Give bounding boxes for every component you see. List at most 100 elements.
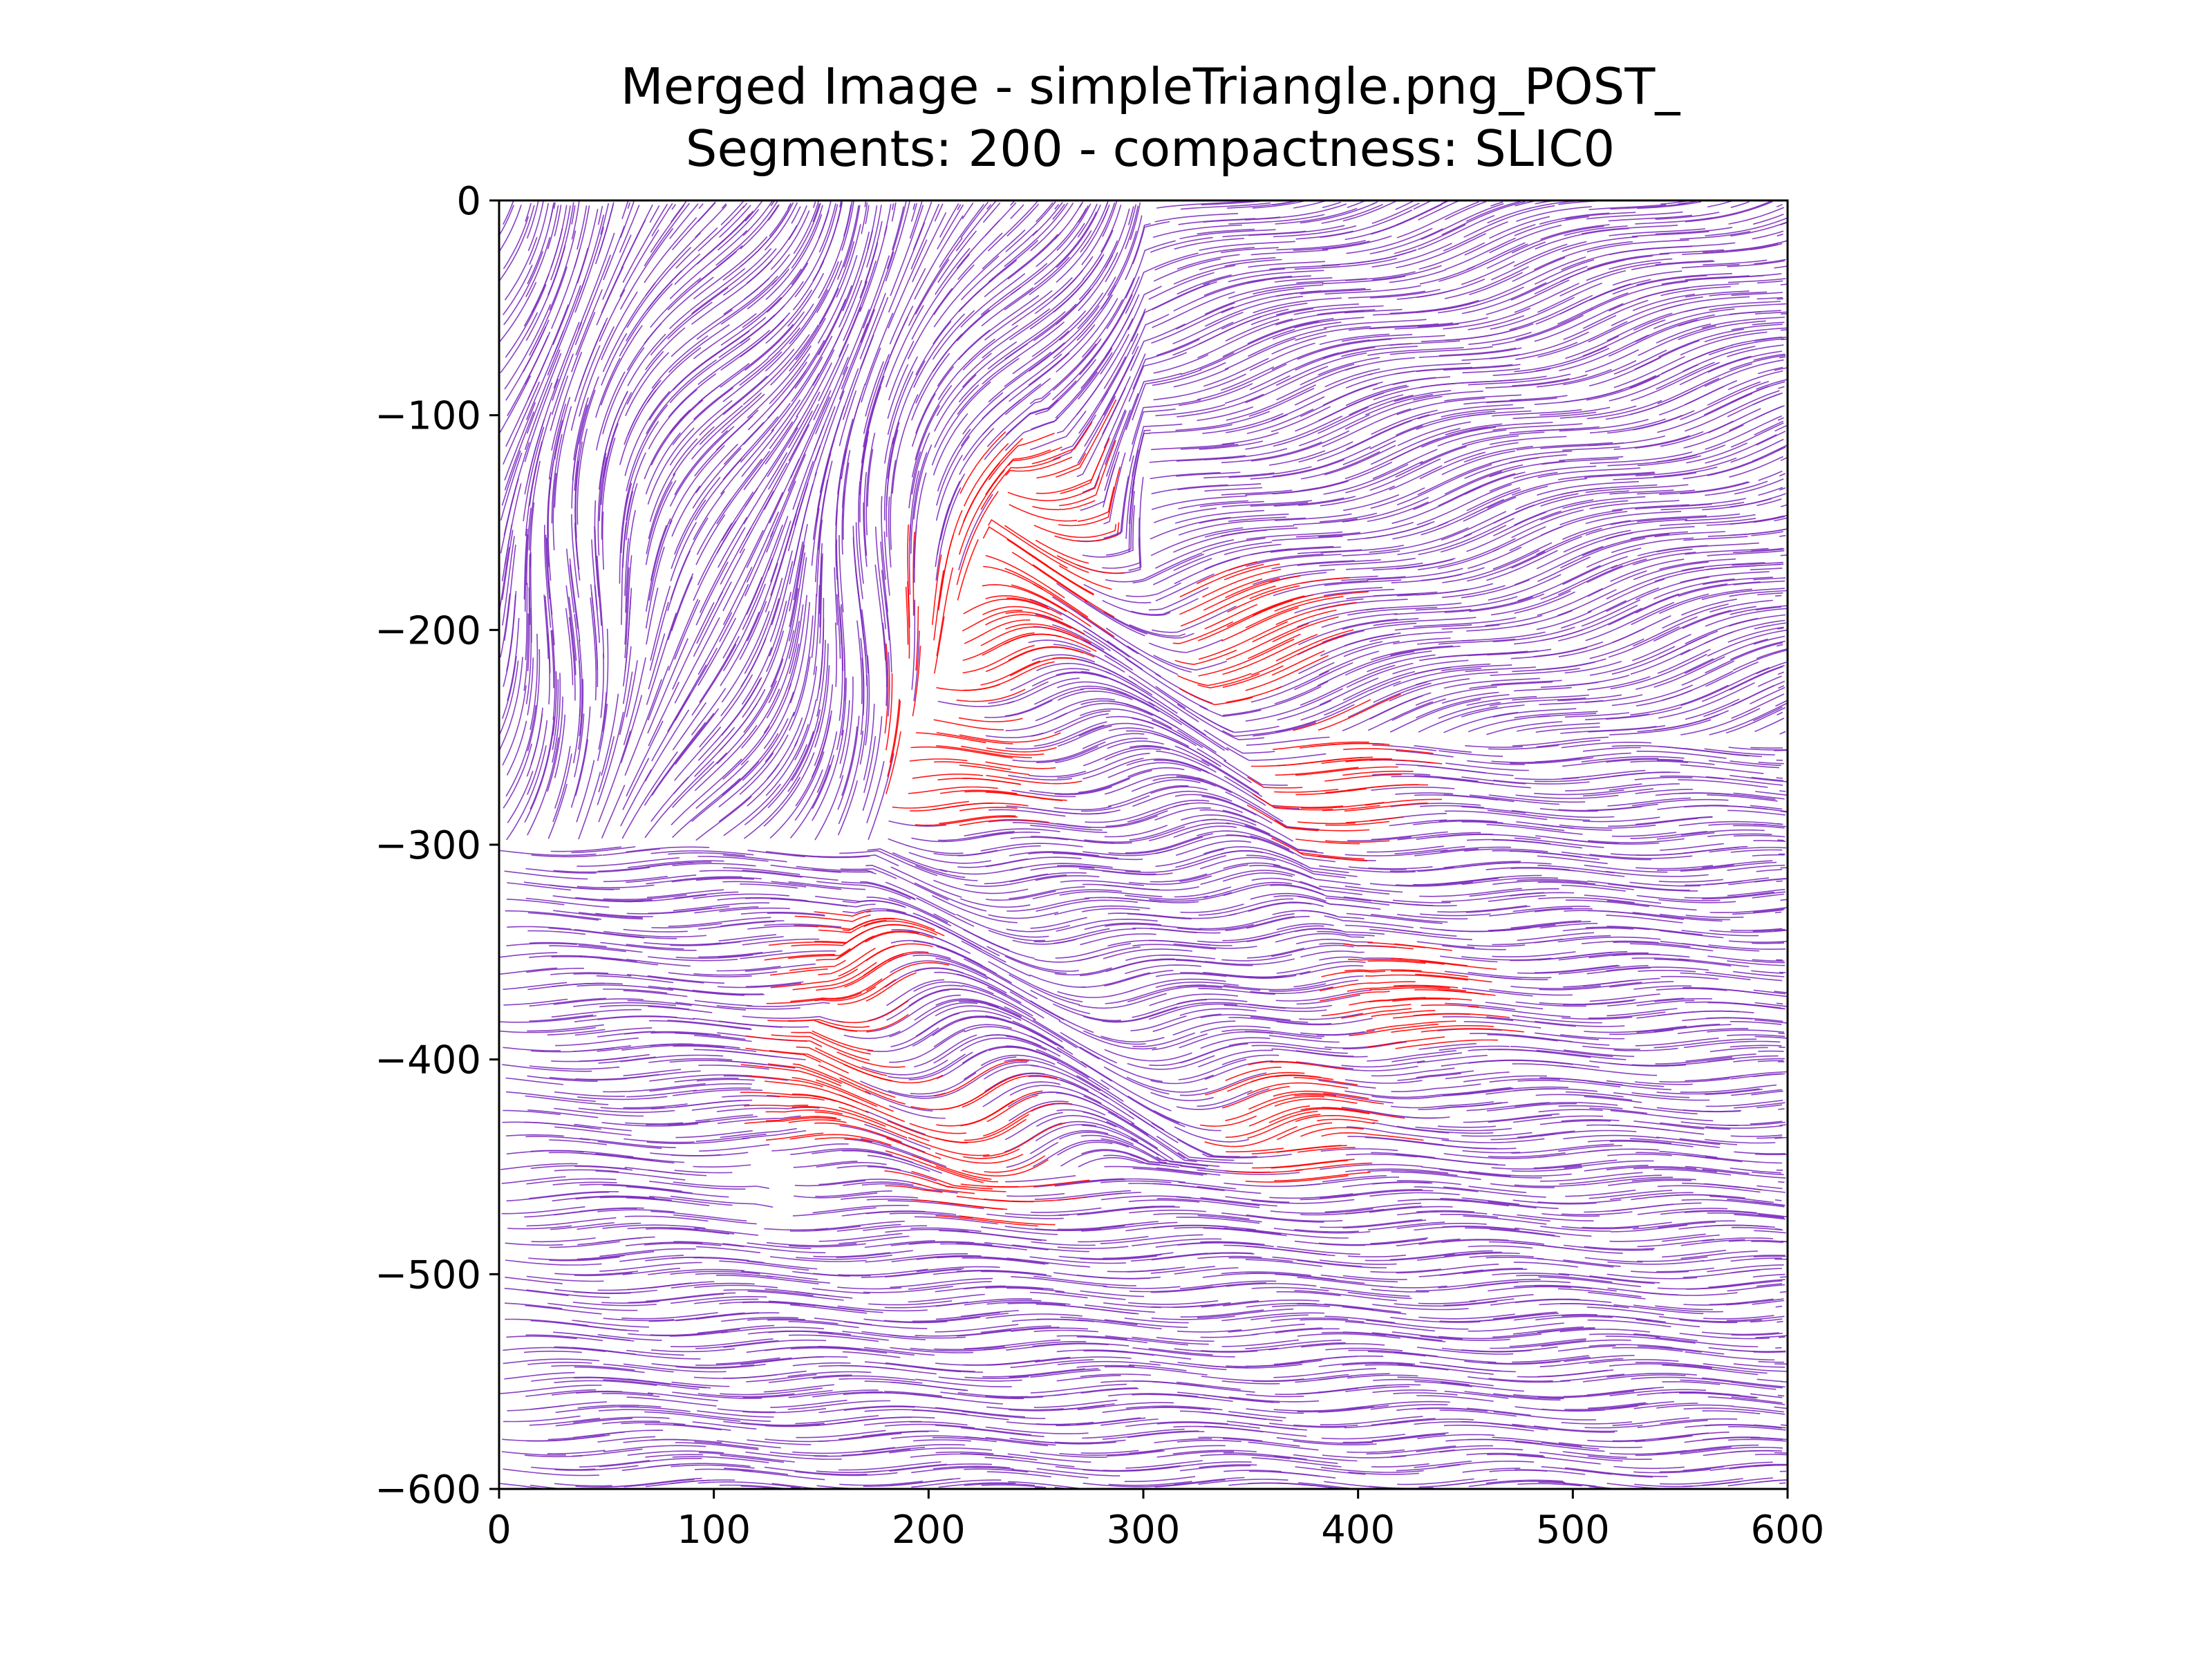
streamline-purple-3846 [958, 259, 1018, 312]
streamline-purple-3683 [932, 310, 975, 360]
streamline-purple-2427 [1561, 742, 1652, 749]
streamline-red-223 [985, 761, 1056, 769]
streamline-purple-3193 [549, 420, 563, 490]
streamline-purple-753 [1756, 1283, 1783, 1287]
streamline-purple-3856 [1204, 288, 1304, 315]
streamline-purple-3805 [1275, 310, 1365, 326]
streamline-purple-3087 [1630, 531, 1689, 540]
streamline-red-82 [1273, 1090, 1369, 1099]
streamline-purple-2963 [913, 472, 927, 568]
streamline-purple-2590 [550, 630, 554, 688]
streamline-purple-3124 [1367, 501, 1429, 523]
streamline-purple-3912 [1253, 284, 1324, 294]
streamline-purple-2405 [814, 665, 830, 748]
streamline-purple-498 [818, 1346, 915, 1356]
streamline-purple-3761 [1515, 308, 1594, 341]
streamline-purple-3538 [1322, 381, 1383, 406]
streamline-purple-252 [1390, 1418, 1474, 1425]
streamline-purple-2263 [574, 739, 589, 796]
streamline-purple-3760 [1492, 315, 1584, 346]
streamline-purple-2448 [763, 644, 800, 733]
streamline-purple-3650 [1443, 364, 1521, 371]
streamline-red-25 [963, 1148, 1020, 1159]
streamline-purple-895 [1277, 1246, 1360, 1255]
streamline-purple-379 [554, 1380, 657, 1386]
streamline-purple-1586 [675, 1002, 747, 1011]
streamline-purple-2639 [591, 592, 598, 671]
streamline-purple-116 [698, 1452, 795, 1463]
streamline-purple-1648 [1223, 983, 1327, 991]
streamline-purple-1195 [646, 1137, 750, 1145]
streamline-purple-2898 [1775, 594, 1782, 597]
streamline-purple-2825 [852, 536, 862, 615]
streamline-purple-3742 [1059, 292, 1104, 341]
streamline-purple-7 [671, 1479, 735, 1485]
streamline-purple-3549 [1586, 375, 1660, 401]
streamline-purple-2014 [577, 857, 680, 868]
streamline-red-236 [1320, 742, 1385, 747]
streamline-purple-2366 [1055, 738, 1148, 764]
streamline-purple-3840 [816, 260, 843, 313]
streamline-purple-2060 [1680, 861, 1777, 872]
y-tick-label: −500 [375, 1253, 481, 1297]
streamline-purple-1150 [578, 1152, 675, 1164]
streamline-purple-2365 [1036, 746, 1098, 763]
streamline-purple-1112 [674, 1170, 733, 1174]
streamline-purple-2582 [1661, 671, 1734, 702]
streamline-purple-609 [883, 1316, 981, 1323]
streamline-purple-4006 [910, 203, 940, 270]
streamline-purple-2380 [1510, 757, 1594, 765]
streamline-purple-2215 [1777, 823, 1783, 825]
streamline-red-314 [956, 491, 999, 585]
streamline-purple-3505 [527, 304, 569, 400]
streamline-purple-2790 [1321, 613, 1398, 628]
streamline-purple-2418 [1246, 736, 1330, 746]
streamline-red-321 [1004, 568, 1089, 618]
streamline-purple-3554 [1707, 381, 1761, 406]
streamline-purple-1899 [1709, 907, 1788, 913]
streamline-red-133 [1421, 1004, 1479, 1008]
streamline-purple-3457 [668, 373, 717, 418]
streamline-purple-855 [1607, 1260, 1704, 1265]
streamline-purple-1517 [1268, 1035, 1340, 1043]
streamline-red-21 [1295, 1162, 1373, 1171]
streamline-purple-89 [1348, 1471, 1419, 1475]
streamline-purple-2689 [739, 601, 767, 660]
streamline-purple-3963 [1173, 265, 1236, 285]
streamline-purple-2189 [1056, 815, 1158, 828]
streamline-purple-1576 [1705, 1017, 1783, 1022]
streamline-purple-885 [1031, 1241, 1096, 1246]
streamline-purple-307 [1416, 1407, 1488, 1412]
streamline-purple-2129 [769, 751, 825, 839]
streamline-purple-910 [1637, 1239, 1714, 1248]
streamline-purple-2740 [1053, 644, 1125, 673]
streamline-purple-1655 [1539, 982, 1642, 991]
streamline-purple-1081 [1178, 1181, 1236, 1190]
streamline-purple-3766 [1635, 314, 1715, 343]
streamline-purple-1627 [603, 988, 668, 994]
streamline-red-127 [837, 979, 897, 1005]
streamline-purple-3036 [1582, 533, 1670, 556]
streamline-purple-1590 [885, 979, 945, 1006]
streamline-purple-2876 [1155, 573, 1215, 602]
streamline-purple-2668 [1536, 658, 1606, 671]
streamline-purple-2776 [742, 558, 774, 630]
streamline-purple-189 [1154, 1438, 1212, 1443]
streamline-purple-2897 [1757, 592, 1783, 596]
streamline-purple-3796 [1056, 254, 1114, 326]
streamline-purple-134 [1129, 1445, 1226, 1454]
streamline-purple-2479 [1653, 710, 1730, 731]
streamline-purple-1640 [1030, 989, 1091, 1015]
streamline-red-134 [770, 968, 859, 988]
streamline-purple-2345 [1730, 775, 1788, 782]
streamline-purple-315 [1610, 1400, 1674, 1409]
streamline-red-194 [1272, 805, 1344, 808]
streamline-purple-4190 [1465, 200, 1521, 223]
streamline-purple-1415 [1103, 1066, 1170, 1095]
streamline-purple-1955 [1752, 893, 1785, 899]
streamline-purple-3262 [1132, 423, 1183, 477]
streamline-purple-1321 [910, 1072, 977, 1095]
streamline-purple-876 [818, 1232, 903, 1242]
streamline-purple-3380 [1421, 427, 1497, 448]
streamline-purple-2644 [722, 583, 766, 672]
